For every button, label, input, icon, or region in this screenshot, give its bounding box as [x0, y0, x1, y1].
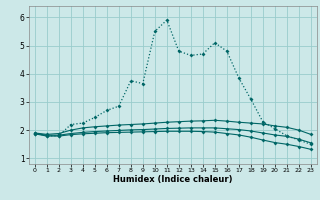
X-axis label: Humidex (Indice chaleur): Humidex (Indice chaleur)	[113, 175, 233, 184]
